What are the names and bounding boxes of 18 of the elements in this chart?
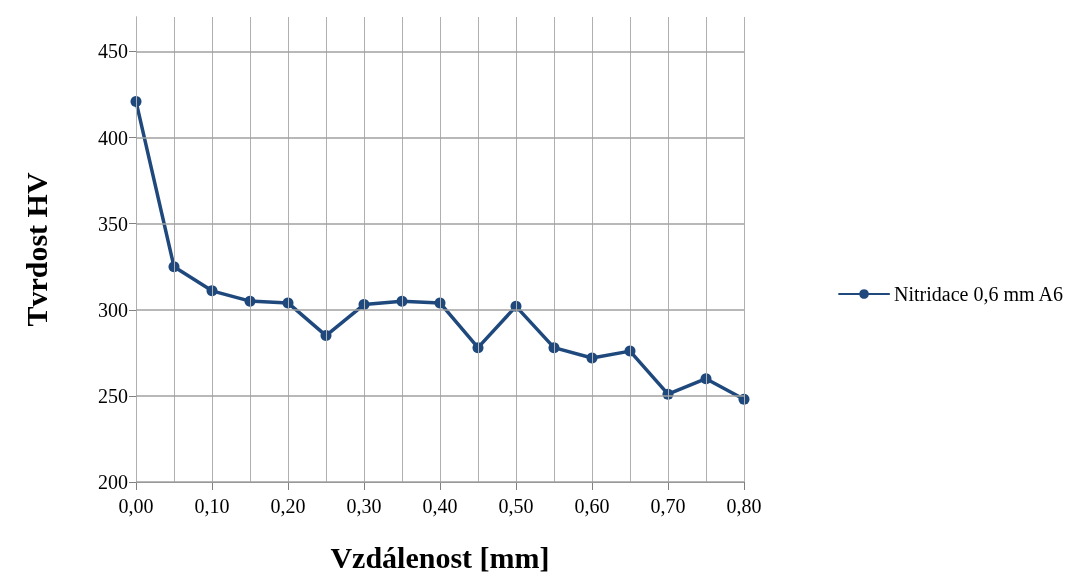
x-axis-title: Vzdálenost [mm] <box>330 540 550 574</box>
x-tick-label: 0,00 <box>118 495 154 517</box>
x-tick-label: 0,30 <box>346 495 382 517</box>
y-axis-title: Tvrdost HV <box>19 172 53 327</box>
x-tick-label: 0,40 <box>422 495 458 517</box>
x-tick-label: 0,20 <box>270 495 306 517</box>
legend-label: Nitridace 0,6 mm A6 <box>894 283 1063 305</box>
x-tick-label: 0,50 <box>498 495 534 517</box>
y-tick-label: 350 <box>98 212 128 235</box>
x-tick-label: 0,80 <box>726 495 762 517</box>
x-tick-label: 0,60 <box>574 495 610 517</box>
y-tick-label: 400 <box>98 126 128 149</box>
y-tick-label: 200 <box>98 471 128 493</box>
y-tick-label: 300 <box>98 298 128 321</box>
y-tick-label: 250 <box>98 384 128 407</box>
x-tick-label: 0,70 <box>650 495 686 517</box>
x-tick-label: 0,10 <box>194 495 230 517</box>
y-tick-label: 450 <box>98 40 128 63</box>
